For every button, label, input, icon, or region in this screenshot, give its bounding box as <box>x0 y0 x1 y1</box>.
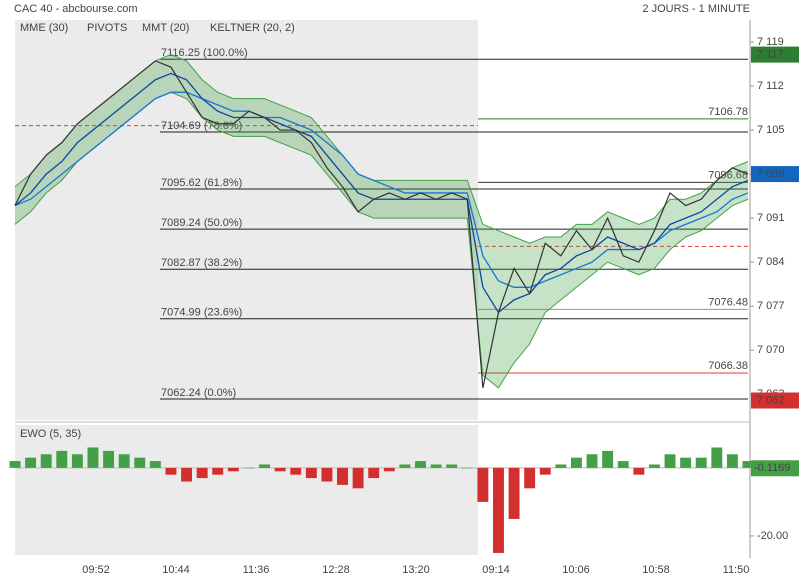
keltner-band <box>15 54 748 388</box>
ewo-bar <box>617 461 629 468</box>
session-shade <box>15 20 478 420</box>
pivot-label: 7106.78 <box>708 106 748 118</box>
price-tag <box>751 46 799 63</box>
ewo-bar <box>227 467 239 472</box>
x-tick-label: 10:44 <box>162 564 190 576</box>
ewo-bar <box>461 467 473 469</box>
pivot-label: 7066.38 <box>708 360 748 372</box>
fib-label: 7074.99 (23.6%) <box>161 307 242 319</box>
y-tick-label: 7 077 <box>757 300 785 312</box>
fib-label: 7104.69 (78.6%) <box>161 120 242 132</box>
ewo-bar <box>695 457 707 468</box>
fib-label: 7062.24 (0.0%) <box>161 387 236 399</box>
ewo-bar <box>680 457 692 468</box>
ewo-bar <box>430 464 442 468</box>
x-tick-label: 09:14 <box>482 564 510 576</box>
moving-average <box>14 72 749 314</box>
ewo-bar <box>570 457 582 468</box>
moving-average <box>14 91 749 288</box>
price-tag-label: 7 117 <box>757 48 784 60</box>
ewo-bar <box>103 450 115 468</box>
ewo-bar <box>742 461 754 468</box>
ewo-bar <box>305 467 317 479</box>
ewo-bar <box>87 447 99 468</box>
legend-item: MMT (20) <box>142 22 189 34</box>
ewo-bar <box>9 461 21 468</box>
ewo-tag <box>751 460 799 477</box>
period: 2 JOURS - 1 MINUTE <box>642 3 750 15</box>
ewo-bar <box>56 450 68 468</box>
legend-item: KELTNER (20, 2) <box>210 22 295 34</box>
ewo-bar <box>446 464 458 468</box>
session-shade <box>15 425 478 555</box>
ewo-bar <box>415 461 426 468</box>
ewo-label: EWO (5, 35) <box>20 428 81 440</box>
ewo-bar <box>368 467 380 479</box>
x-tick-label: 11:50 <box>723 564 750 576</box>
y-tick-label: 7 112 <box>757 80 784 92</box>
y-tick-label: 7 091 <box>757 212 785 224</box>
y-tick-label: 7 119 <box>757 36 784 48</box>
ewo-bar <box>134 457 146 468</box>
ewo-bar <box>337 467 348 485</box>
ewo-bar <box>602 450 614 468</box>
ewo-bar <box>586 454 598 468</box>
price-line <box>14 60 749 389</box>
ewo-bar <box>508 467 520 519</box>
ewo-bar <box>259 464 270 468</box>
price-tag-label: 7 062 <box>757 394 785 406</box>
ewo-bar <box>726 454 738 468</box>
x-tick-label: 13:20 <box>402 564 430 576</box>
ewo-bar <box>181 467 193 482</box>
ewo-bar <box>633 467 645 475</box>
ewo-bar <box>25 457 37 468</box>
y-tick-label: 7 084 <box>757 256 785 268</box>
ewo-bar <box>274 467 286 472</box>
ewo-bar <box>118 454 130 468</box>
price-tag <box>751 392 799 409</box>
x-tick-label: 10:06 <box>562 564 590 576</box>
ewo-bar <box>352 467 364 489</box>
ewo-bar <box>290 467 302 475</box>
y-tick-label: -20.00 <box>757 530 788 542</box>
x-tick-label: 11:36 <box>243 564 270 576</box>
ewo-bar <box>383 467 395 472</box>
ewo-bar <box>196 467 208 479</box>
fib-label: 7082.87 (38.2%) <box>161 257 242 269</box>
ewo-bar <box>40 454 52 468</box>
ewo-bar <box>711 447 723 468</box>
ewo-bar <box>664 454 676 468</box>
legend-pivots: PIVOTS <box>87 22 127 34</box>
price-tag <box>751 166 799 183</box>
ewo-tag-label: -0.1169 <box>754 462 791 474</box>
fib-label: 7095.62 (61.8%) <box>161 177 242 189</box>
x-tick-label: 09:52 <box>82 564 110 576</box>
price-tag-label: 7 098 <box>757 168 785 180</box>
ewo-bar <box>524 467 536 489</box>
fib-label: 7116.25 (100.0%) <box>161 47 248 59</box>
ewo-bar <box>212 467 224 475</box>
ewo-bar <box>71 454 83 468</box>
pivot-label: 7076.48 <box>708 296 748 308</box>
ewo-bar <box>493 467 504 553</box>
fib-label: 7089.24 (50.0%) <box>161 217 242 229</box>
ewo-bar <box>149 461 161 468</box>
chart-title: CAC 40 - abcbourse.com <box>14 3 138 15</box>
ewo-bar <box>648 464 660 468</box>
y-tick-label: 7 070 <box>757 344 785 356</box>
x-tick-label: 12:28 <box>322 564 350 576</box>
ewo-bar <box>477 467 489 502</box>
ewo-bar <box>321 467 333 482</box>
ewo-bar <box>165 467 177 475</box>
x-tick-label: 10:58 <box>642 564 670 576</box>
y-tick-label: 7 105 <box>757 124 785 136</box>
ewo-bar <box>539 467 551 475</box>
ewo-bar <box>243 467 255 469</box>
legend-item: MME (30) <box>20 22 68 34</box>
ewo-bar <box>399 464 411 468</box>
pivot-label: 7096.68 <box>708 169 748 181</box>
ewo-bar <box>555 464 567 468</box>
